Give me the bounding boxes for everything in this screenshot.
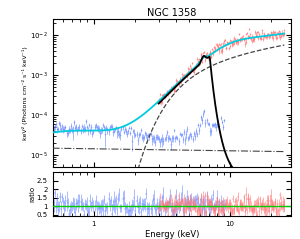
X-axis label: Energy (keV): Energy (keV) xyxy=(145,230,199,239)
Y-axis label: keV² (Photons cm⁻² s⁻¹ keV⁻¹): keV² (Photons cm⁻² s⁻¹ keV⁻¹) xyxy=(22,46,28,140)
Y-axis label: ratio: ratio xyxy=(29,186,35,202)
Title: NGC 1358: NGC 1358 xyxy=(147,8,196,18)
